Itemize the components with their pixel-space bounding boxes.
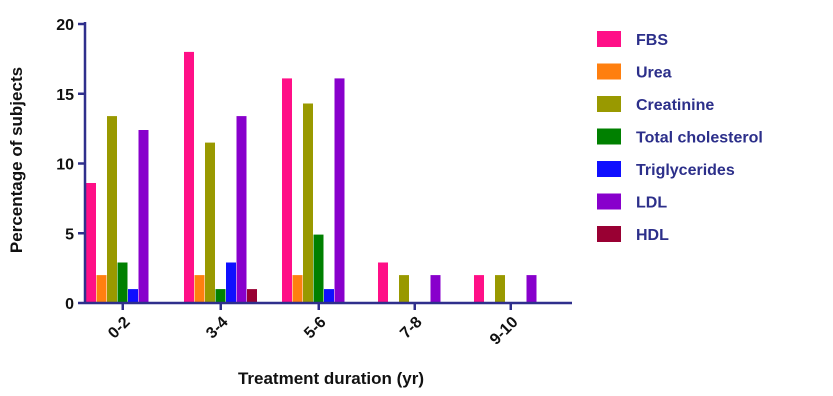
bar-triglycerides-5-6 bbox=[324, 289, 334, 303]
y-axis-title: Percentage of subjects bbox=[7, 67, 26, 253]
bar-fbs-5-6 bbox=[282, 78, 292, 304]
bar-ldl-5-6 bbox=[334, 78, 345, 304]
bar-creatinine-9-10 bbox=[495, 275, 505, 303]
legend-swatch-triglycerides bbox=[597, 161, 621, 177]
bar-triglycerides-3-4 bbox=[226, 262, 236, 303]
bar-urea-3-4 bbox=[194, 275, 205, 303]
legend-swatch-hdl bbox=[597, 226, 621, 242]
legend-swatch-urea bbox=[597, 63, 621, 80]
bar-creatinine-0-2 bbox=[107, 116, 117, 303]
legend-label-urea: Urea bbox=[636, 65, 672, 82]
bar-fbs-0-2 bbox=[86, 183, 96, 303]
bar-ldl-7-8 bbox=[430, 275, 441, 303]
bar-fbs-7-8 bbox=[378, 262, 388, 303]
bar-creatinine-5-6 bbox=[303, 103, 313, 303]
legend-label-creatinine: Creatinine bbox=[636, 97, 714, 114]
legend-label-total-cholesterol: Total cholesterol bbox=[636, 130, 763, 147]
x-tick-label: 3-4 bbox=[203, 314, 231, 342]
legend-label-ldl: LDL bbox=[636, 195, 667, 212]
y-tick-label: 15 bbox=[56, 87, 74, 104]
legend-swatch-fbs bbox=[597, 31, 621, 47]
bar-urea-5-6 bbox=[292, 275, 303, 303]
y-tick-label: 0 bbox=[65, 296, 74, 313]
bar-fbs-3-4 bbox=[184, 51, 194, 304]
x-tick-label: 5-6 bbox=[301, 314, 329, 342]
x-tick-label: 9-10 bbox=[487, 314, 522, 349]
bar-fbs-9-10 bbox=[474, 275, 484, 303]
bar-total-cholesterol-0-2 bbox=[117, 262, 128, 303]
bar-ldl-3-4 bbox=[236, 116, 247, 303]
bar-creatinine-3-4 bbox=[205, 142, 215, 303]
y-tick-label: 10 bbox=[56, 157, 74, 174]
bar-ldl-0-2 bbox=[138, 130, 149, 303]
bar-triglycerides-0-2 bbox=[128, 289, 138, 303]
legend: FBS Urea Creatinine Total cholesterol Trigly… bbox=[597, 31, 763, 244]
x-axis-title: Treatment duration (yr) bbox=[238, 369, 424, 388]
bar-creatinine-7-8 bbox=[399, 275, 409, 303]
legend-swatch-total-cholesterol bbox=[597, 128, 621, 145]
legend-label-triglycerides: Triglycerides bbox=[636, 162, 735, 179]
legend-label-fbs: FBS bbox=[636, 32, 668, 49]
bar-hdl-3-4 bbox=[247, 289, 257, 303]
legend-label-hdl: HDL bbox=[636, 227, 669, 244]
y-tick-label: 20 bbox=[56, 17, 74, 34]
bars-layer bbox=[86, 51, 537, 304]
x-tick-label: 0-2 bbox=[105, 314, 133, 342]
legend-swatch-creatinine bbox=[597, 96, 621, 112]
x-tick-label: 7-8 bbox=[397, 314, 425, 342]
bar-total-cholesterol-5-6 bbox=[313, 234, 324, 303]
bar-urea-0-2 bbox=[96, 275, 107, 303]
bar-total-cholesterol-3-4 bbox=[215, 289, 226, 303]
y-tick-label: 5 bbox=[65, 226, 74, 243]
bar-ldl-9-10 bbox=[526, 275, 537, 303]
legend-swatch-ldl bbox=[597, 193, 621, 210]
